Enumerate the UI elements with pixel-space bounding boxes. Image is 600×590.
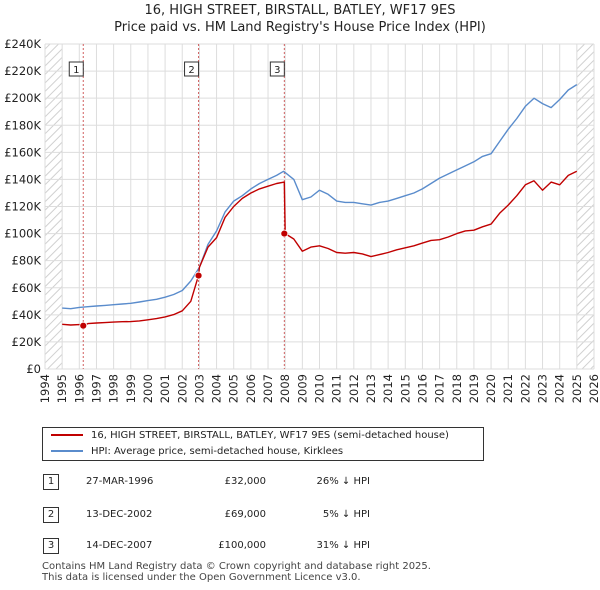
sale-badge-1 <box>68 61 84 77</box>
series-property-line <box>62 170 578 327</box>
x-tick-label: 2021 <box>501 374 515 403</box>
transaction-1-date: 27-MAR-1996 <box>86 476 154 487</box>
x-tick-label: 2019 <box>467 374 481 403</box>
sale-point-3 <box>280 229 289 238</box>
y-tick-label: £60K <box>12 281 42 295</box>
footer-licence: This data is licensed under the Open Gov… <box>42 572 361 583</box>
chart-legend: 16, HIGH STREET, BIRSTALL, BATLEY, WF17 … <box>42 427 484 461</box>
y-tick-label: £100K <box>4 227 41 241</box>
x-tick-label: 2022 <box>518 374 532 403</box>
transaction-3-price: £100,000 <box>218 540 266 551</box>
sale-badge-label-2: 2 <box>188 65 194 76</box>
x-tick-label: 2020 <box>484 374 498 403</box>
transaction-1-price: £32,000 <box>224 476 266 487</box>
x-tick-label: 2016 <box>415 374 429 403</box>
x-tick-label: 2001 <box>158 374 172 403</box>
transaction-3-badge: 3 <box>43 538 59 554</box>
x-tick-label: 1994 <box>38 374 52 403</box>
x-tick-label: 2003 <box>192 374 206 403</box>
x-tick-label: 2000 <box>141 374 155 403</box>
x-tick-label: 2007 <box>261 374 275 403</box>
price-chart: £0 £20K £40K £60K £80K £100K £120K £140K £160K £1… <box>4 37 600 403</box>
x-tick-label: 2012 <box>347 374 361 403</box>
x-tick-label: 1998 <box>107 374 121 403</box>
transaction-2-hpi: 5% ↓ HPI <box>322 509 370 520</box>
legend-item-hpi: HPI: Average price, semi-detached house,… <box>51 444 343 460</box>
x-tick-label: 2005 <box>227 374 241 403</box>
x-tick-label: 2018 <box>450 374 464 403</box>
x-tick-label: 2013 <box>364 374 378 403</box>
x-tick-label: 2024 <box>553 374 567 403</box>
x-tick-label: 2015 <box>398 374 412 403</box>
x-tick-label: 2017 <box>433 374 447 403</box>
y-tick-label: £120K <box>4 200 41 214</box>
sale-point-2 <box>194 271 203 280</box>
chart-subtitle: Price paid vs. HM Land Registry's House … <box>114 20 486 35</box>
chart-title: 16, HIGH STREET, BIRSTALL, BATLEY, WF17 … <box>144 3 456 18</box>
sale-badge-label-1: 1 <box>73 65 79 76</box>
y-tick-label: £40K <box>12 308 42 322</box>
x-tick-label: 2025 <box>570 374 584 403</box>
y-tick-label: £180K <box>4 118 41 132</box>
x-tick-label: 1999 <box>124 374 138 403</box>
x-tick-label: 2009 <box>295 374 309 403</box>
sale-badge-3 <box>269 61 285 77</box>
transaction-3-hpi: 31% ↓ HPI <box>316 540 370 551</box>
transaction-1-hpi: 26% ↓ HPI <box>316 476 370 487</box>
legend-swatch-property <box>51 434 83 436</box>
x-tick-label: 2014 <box>381 374 395 403</box>
y-tick-label: £20K <box>12 335 42 349</box>
legend-item-property: 16, HIGH STREET, BIRSTALL, BATLEY, WF17 … <box>51 428 449 444</box>
sale-badge-2 <box>184 61 200 77</box>
x-tick-label: 2002 <box>175 374 189 403</box>
transaction-2-price: £69,000 <box>224 509 266 520</box>
footer-copyright: Contains HM Land Registry data © Crown c… <box>42 561 431 572</box>
x-tick-label: 1997 <box>89 374 103 403</box>
y-tick-label: £160K <box>4 145 41 159</box>
y-tick-label: £220K <box>4 64 41 78</box>
y-tick-label: £200K <box>4 91 41 105</box>
legend-label-property: 16, HIGH STREET, BIRSTALL, BATLEY, WF17 … <box>91 430 449 441</box>
x-tick-label: 2010 <box>313 374 327 403</box>
x-tick-label: 2008 <box>278 374 292 403</box>
x-tick-label: 1995 <box>55 374 69 403</box>
x-tick-label: 1996 <box>72 374 86 403</box>
series-hpi-line <box>62 84 578 310</box>
x-tick-label: 2023 <box>536 374 550 403</box>
y-tick-label: £240K <box>4 37 41 51</box>
transaction-2-date: 13-DEC-2002 <box>86 509 153 520</box>
sale-point-1 <box>79 321 88 330</box>
x-tick-label: 2011 <box>330 374 344 403</box>
transaction-3-date: 14-DEC-2007 <box>86 540 153 551</box>
transaction-1-badge: 1 <box>43 474 59 490</box>
y-tick-label: £80K <box>12 254 42 268</box>
legend-swatch-hpi <box>51 450 83 452</box>
transaction-2-badge: 2 <box>43 507 59 523</box>
x-tick-label: 2006 <box>244 374 258 403</box>
y-tick-label: £0 <box>26 362 41 376</box>
x-tick-label: 2026 <box>587 374 600 403</box>
y-tick-label: £140K <box>4 172 41 186</box>
legend-label-hpi: HPI: Average price, semi-detached house,… <box>91 446 344 457</box>
x-tick-label: 2004 <box>210 374 224 403</box>
sale-badge-label-3: 3 <box>274 65 280 76</box>
